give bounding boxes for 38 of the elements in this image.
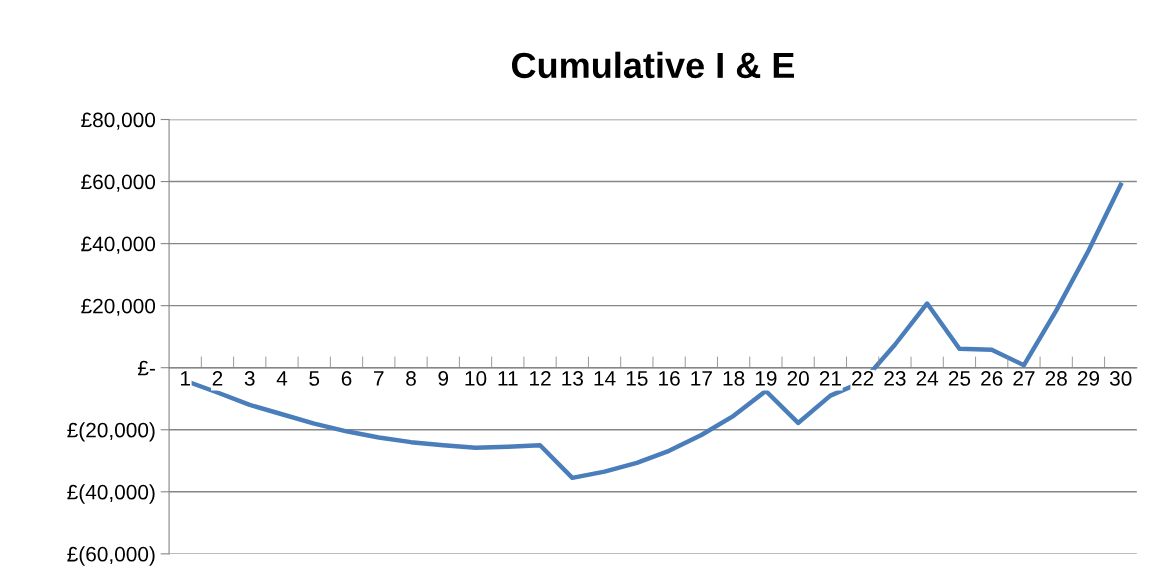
y-tick-label: £(60,000) <box>67 546 155 566</box>
x-tick-label: 15 <box>626 371 648 386</box>
y-tick-label: £(40,000) <box>67 484 155 504</box>
x-tick-label: 18 <box>723 371 745 386</box>
x-tick-label: 8 <box>406 371 416 386</box>
x-tick-label: 5 <box>309 371 320 386</box>
y-tick-label: £80,000 <box>81 112 156 130</box>
x-tick-label: 4 <box>276 371 288 386</box>
x-tick-label: 10 <box>465 371 487 386</box>
x-tick-label: 9 <box>438 371 449 386</box>
x-tick-label: 16 <box>659 371 680 386</box>
x-tick-label: 20 <box>787 371 809 386</box>
x-tick-label: 22 <box>852 371 874 386</box>
x-tick-label: 27 <box>1013 371 1035 386</box>
x-tick-label: 26 <box>981 371 1003 386</box>
x-tick-label: 24 <box>916 371 939 386</box>
x-tick-label: 21 <box>819 371 841 386</box>
x-tick-label: 13 <box>562 371 583 386</box>
x-tick-label: 6 <box>341 371 352 386</box>
x-tick-label: 17 <box>691 371 712 386</box>
x-tick-label: 28 <box>1045 371 1067 386</box>
x-tick-label: 14 <box>594 371 616 386</box>
x-tick-label: 7 <box>374 371 384 386</box>
x-tick-label: 11 <box>498 371 518 386</box>
x-tick-label: 19 <box>755 371 777 386</box>
chart-title: Cumulative I & E <box>511 51 795 79</box>
y-tick-label: £40,000 <box>81 236 156 254</box>
x-tick-label: 3 <box>244 371 255 386</box>
y-tick-label: £(20,000) <box>67 422 155 442</box>
y-tick-label: £20,000 <box>81 298 156 316</box>
x-tick-label: 30 <box>1109 371 1132 386</box>
x-tick-label: 25 <box>948 371 971 386</box>
x-tick-label: 2 <box>212 371 223 386</box>
y-tick-label: £60,000 <box>81 174 156 192</box>
x-tick-label: 29 <box>1077 371 1100 386</box>
x-tick-label: 12 <box>530 371 551 386</box>
y-tick-label: £- <box>137 360 155 376</box>
x-tick-label: 23 <box>884 371 906 386</box>
